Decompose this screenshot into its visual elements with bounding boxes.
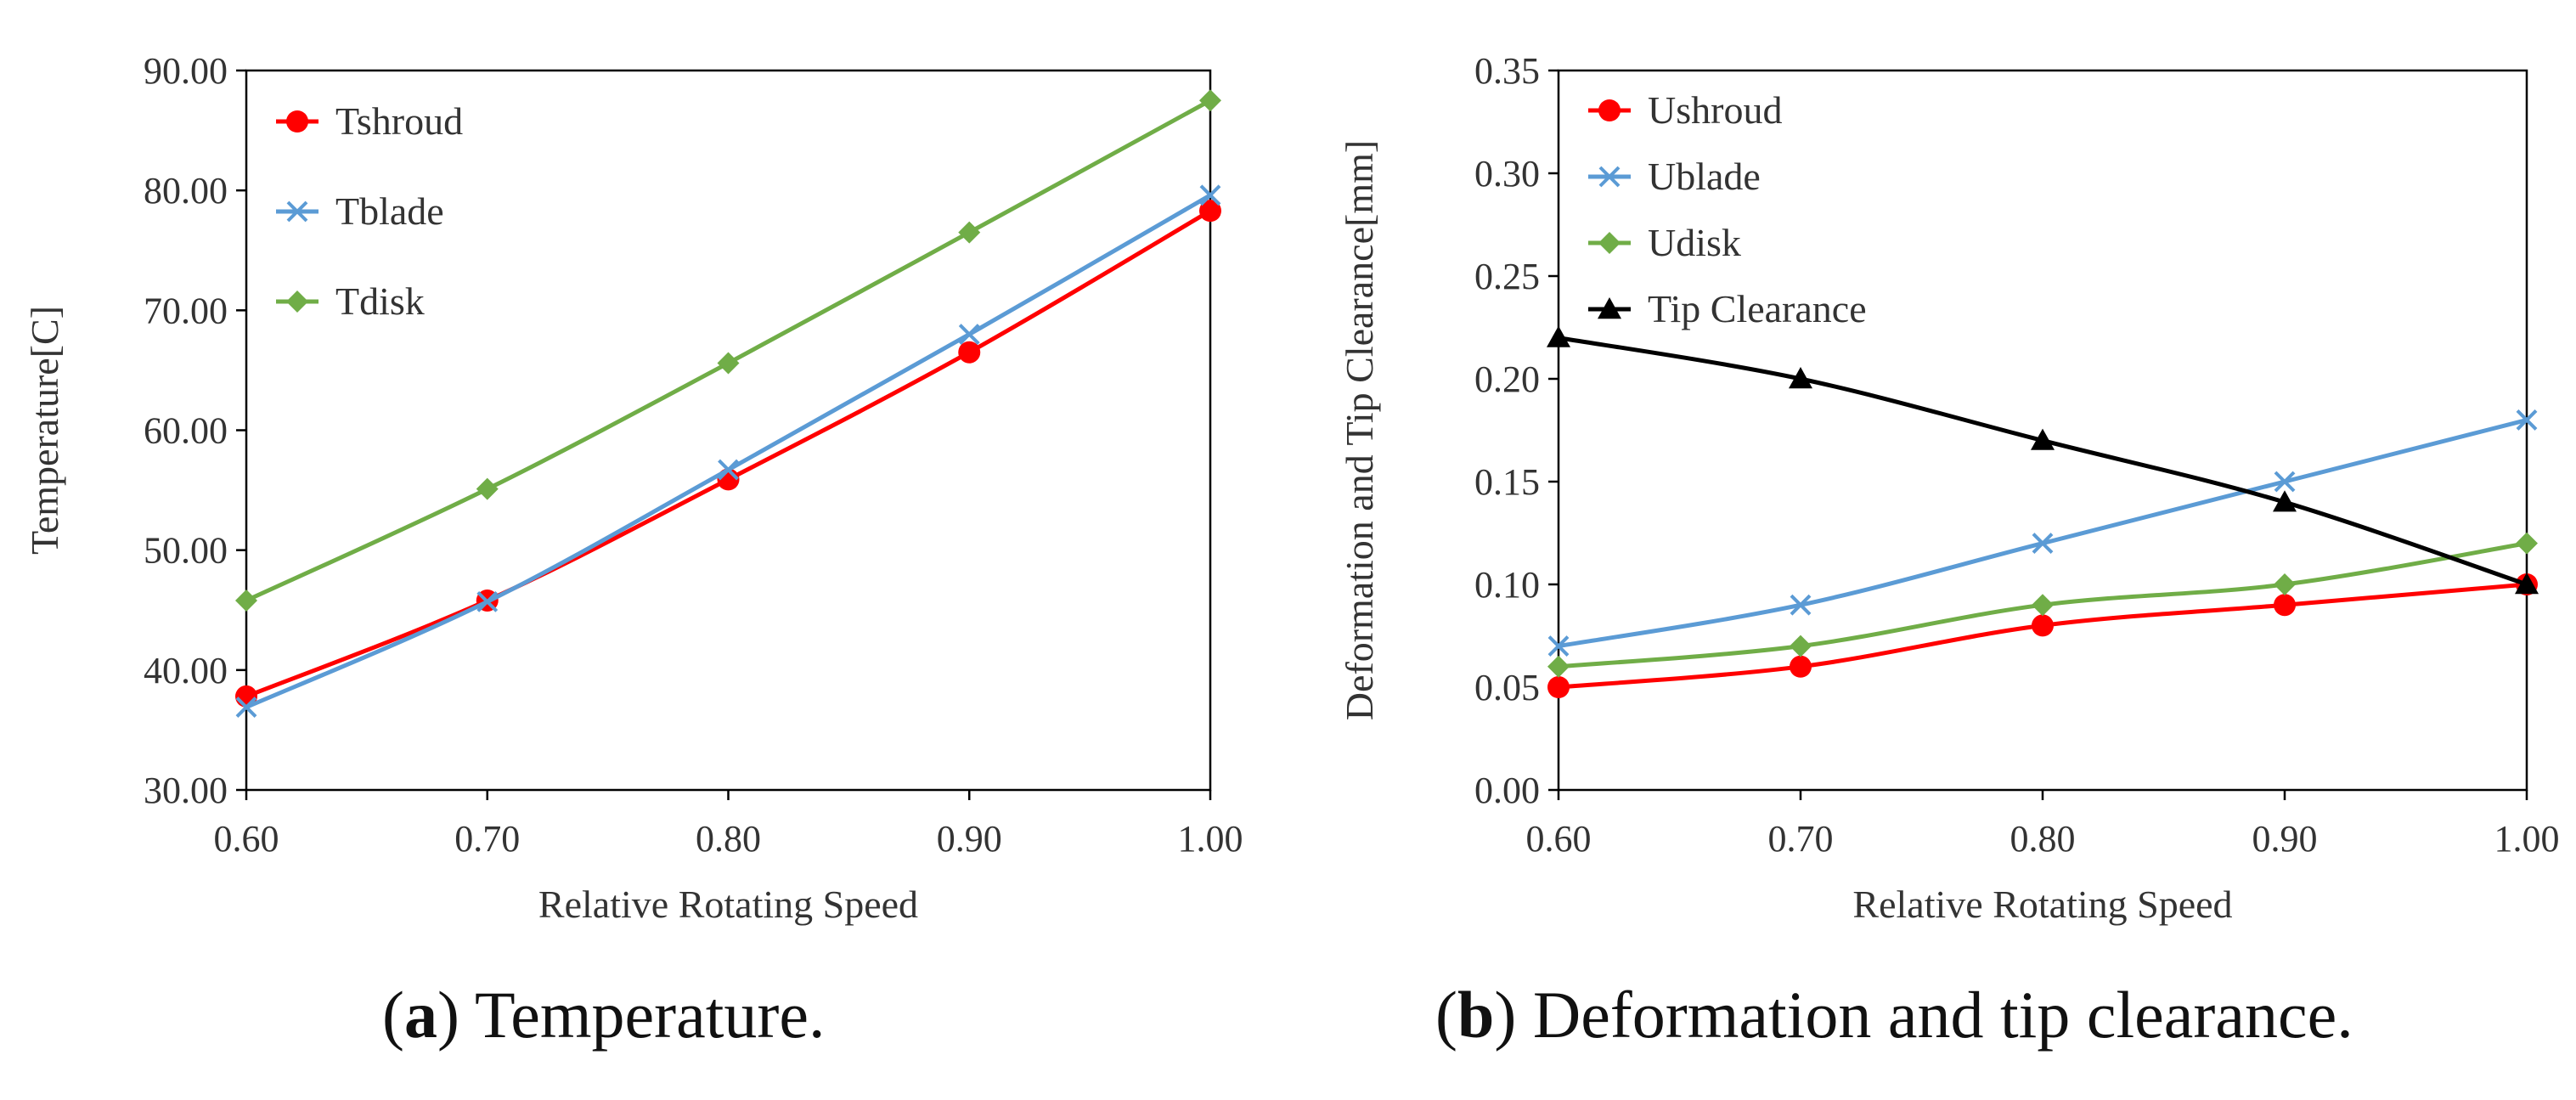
y-tick-label-b: 0.00 — [1474, 770, 1540, 811]
x-axis-title-a: Relative Rotating Speed — [538, 883, 918, 926]
data-point-tblade — [718, 459, 739, 481]
x-tick-label-a: 0.60 — [214, 818, 279, 860]
legend-label-ublade: Ublade — [1648, 155, 1761, 198]
data-point-tblade — [1199, 184, 1221, 206]
legend-marker-tshroud — [286, 110, 308, 133]
data-point-ublade — [2516, 409, 2538, 431]
chart-a: 30.00 40.00 50.00 60.00 70.00 80.00 90.00 0.60 0… — [23, 50, 1243, 926]
y-tick-label-b: 0.30 — [1474, 153, 1540, 195]
caption-a-letter: a — [403, 978, 437, 1052]
legend-marker-tdisk — [286, 291, 308, 313]
legend-marker-ublade — [1598, 166, 1621, 188]
data-point-tdisk — [717, 352, 740, 375]
y-tick-label-a: 40.00 — [144, 650, 228, 691]
data-point-tdisk — [476, 477, 499, 500]
y-tick-label-a: 60.00 — [144, 410, 228, 452]
data-point-ublade — [2032, 533, 2054, 555]
data-point-ushroud — [1547, 676, 1570, 698]
legend-label-tshroud: Tshroud — [335, 99, 463, 143]
data-point-tdisk — [1199, 89, 1221, 112]
series-line-tip-clearance — [1558, 336, 2528, 587]
y-tick-label-a: 50.00 — [144, 530, 228, 572]
chart-b: 0.00 0.05 0.10 0.15 0.20 0.25 0.30 0.35 0.60 0.70… — [1338, 50, 2560, 926]
legend-label-tblade: Tblade — [335, 189, 444, 233]
y-tick-label-a: 70.00 — [144, 290, 228, 331]
data-point-ushroud — [2274, 594, 2296, 617]
x-tick-label-b: 0.60 — [1526, 818, 1592, 860]
data-point-ublade — [1790, 594, 1812, 616]
data-point-ushroud — [1790, 655, 1812, 678]
data-point-tdisk — [235, 589, 257, 612]
x-axis-title-b: Relative Rotating Speed — [1852, 883, 2232, 926]
x-tick-label-a: 0.70 — [454, 818, 520, 860]
data-point-tip-clearance — [2031, 428, 2055, 450]
data-point-tdisk — [958, 221, 981, 244]
legend-label-ushroud: Ushroud — [1648, 88, 1782, 132]
x-tick-label-a: 1.00 — [1178, 818, 1243, 860]
data-point-tblade — [958, 324, 980, 345]
x-tick-label-b: 0.80 — [2010, 818, 2076, 860]
data-point-ushroud — [2032, 614, 2054, 637]
caption-b: (b) Deformation and tip clearance. — [1435, 978, 2353, 1052]
legend-marker-udisk — [1598, 232, 1621, 254]
y-tick-label-a: 80.00 — [144, 170, 228, 212]
series-line-tblade — [245, 193, 1212, 709]
data-point-tip-clearance — [2273, 490, 2297, 512]
legend-marker-ushroud — [1598, 99, 1621, 121]
data-point-tip-clearance — [1789, 367, 1812, 389]
data-point-tshroud — [958, 341, 981, 364]
data-point-udisk — [1790, 635, 1812, 657]
y-tick-label-a: 30.00 — [144, 770, 228, 811]
y-axis-title-b: Deformation and Tip Clearance[mm] — [1338, 140, 1381, 720]
data-point-ublade — [1547, 635, 1570, 657]
legend-label-udisk: Udisk — [1648, 221, 1741, 264]
y-tick-label-b: 0.25 — [1474, 256, 1540, 297]
y-tick-label-b: 0.05 — [1474, 667, 1540, 708]
data-point-tip-clearance — [2515, 573, 2539, 595]
x-tick-label-a: 0.90 — [937, 818, 1002, 860]
data-point-udisk — [1547, 655, 1570, 678]
caption-a: (a) Temperature. — [382, 978, 826, 1052]
y-tick-label-a: 90.00 — [144, 50, 228, 92]
caption-a-text: Temperature. — [459, 978, 826, 1052]
series-line-tdisk — [245, 99, 1212, 603]
x-tick-label-b: 1.00 — [2494, 818, 2560, 860]
caption-b-text: Deformation and tip clearance. — [1516, 978, 2353, 1052]
y-axis-title-a: Temperature[C] — [23, 306, 66, 555]
data-point-udisk — [2274, 573, 2296, 595]
x-tick-label-b: 0.70 — [1768, 818, 1834, 860]
data-point-udisk — [2032, 594, 2054, 617]
data-point-tip-clearance — [1547, 325, 1570, 347]
caption-b-letter: b — [1457, 978, 1495, 1052]
y-tick-label-b: 0.35 — [1474, 50, 1540, 92]
data-point-tblade — [476, 590, 499, 612]
data-point-tshroud — [1199, 200, 1221, 223]
legend-marker-tblade — [286, 200, 308, 223]
x-tick-label-a: 0.80 — [696, 818, 761, 860]
y-tick-label-b: 0.10 — [1474, 564, 1540, 606]
data-point-tblade — [235, 697, 257, 719]
x-tick-label-b: 0.90 — [2252, 818, 2318, 860]
data-point-udisk — [2516, 532, 2538, 555]
data-point-ublade — [2274, 471, 2296, 493]
legend-label-tdisk: Tdisk — [335, 279, 425, 323]
legend-marker-tip-clearance — [1598, 297, 1621, 319]
legend-label-tip-clearance: Tip Clearance — [1648, 287, 1867, 330]
y-tick-label-b: 0.15 — [1474, 461, 1540, 503]
y-tick-label-b: 0.20 — [1474, 358, 1540, 400]
